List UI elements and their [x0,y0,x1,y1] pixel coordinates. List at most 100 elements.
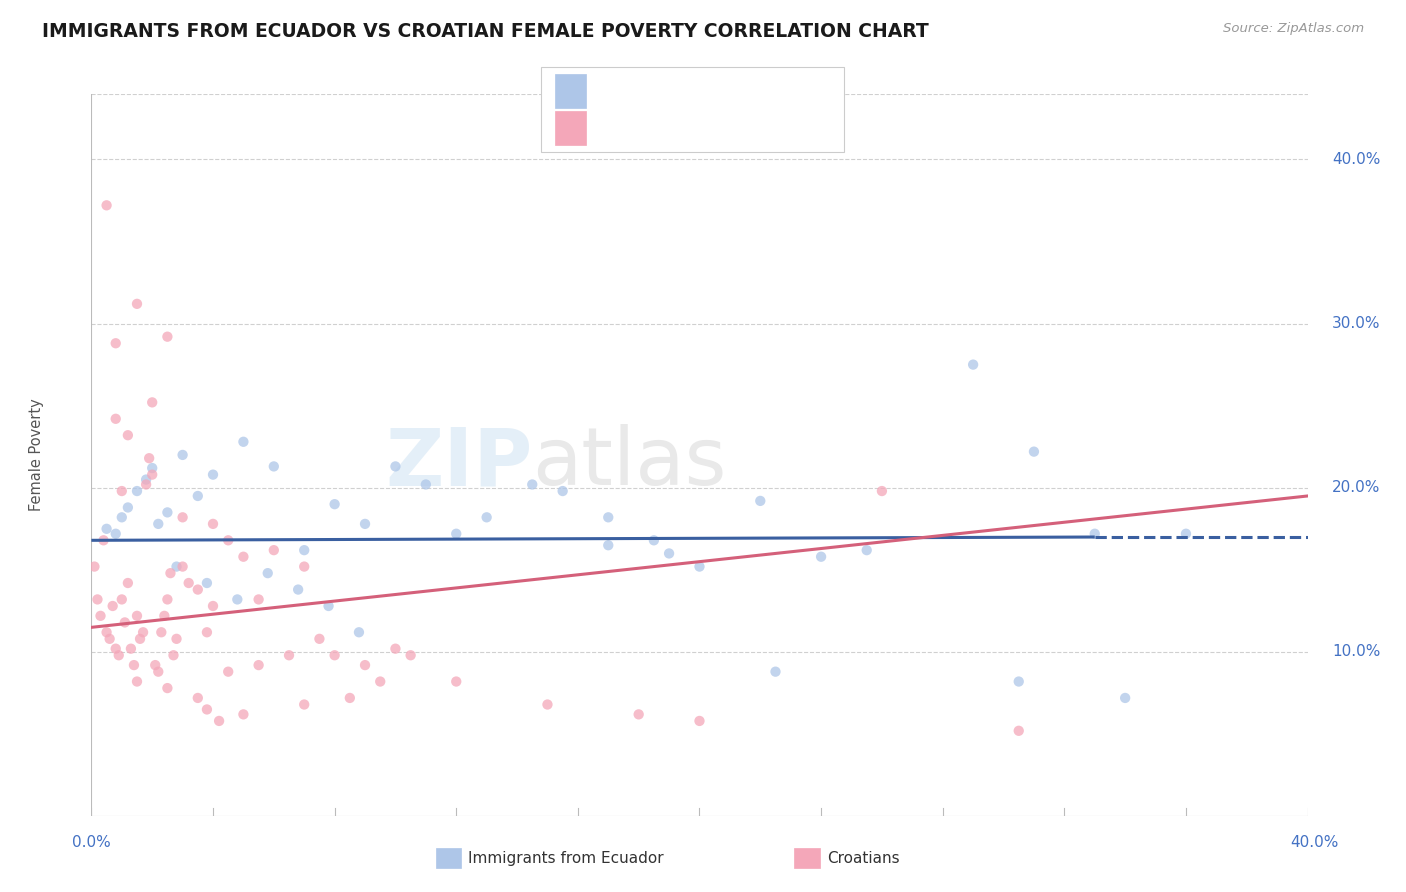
Text: Female Poverty: Female Poverty [30,399,44,511]
Point [93,533,115,548]
Point [125,483,148,498]
Point [172,559,194,574]
Point [195,576,218,591]
Point [688,559,710,574]
Point [104,526,127,541]
Point [247,658,270,673]
Text: 0.218: 0.218 [641,119,693,136]
Point [292,559,315,574]
Point [101,599,124,613]
Point [226,592,249,607]
Point [120,641,142,656]
Point [143,658,166,673]
Text: 0.0%: 0.0% [72,836,111,850]
Point [643,533,665,548]
Point [323,497,346,511]
Point [278,648,301,663]
Point [159,566,181,581]
Point [627,707,650,722]
Point [318,599,340,613]
Point [688,714,710,728]
Point [287,582,309,597]
Point [195,625,218,640]
Point [536,698,558,712]
Point [1084,526,1107,541]
Point [202,467,225,482]
Point [347,625,370,640]
Point [86,592,108,607]
Point [104,336,127,351]
Text: 0.005: 0.005 [641,82,693,100]
Text: N =: N = [697,119,745,136]
Text: Croatians: Croatians [827,851,900,865]
Point [166,559,188,574]
Text: 45: 45 [745,82,768,100]
Point [187,582,209,597]
Point [148,665,170,679]
Point [117,428,139,442]
Point [111,592,134,607]
Point [384,459,406,474]
Point [217,533,239,548]
Point [1175,526,1198,541]
Point [415,477,437,491]
Point [202,516,225,531]
Point [1022,444,1045,458]
Point [135,473,157,487]
Point [138,451,160,466]
Text: R =: R = [595,119,631,136]
Point [339,690,361,705]
Point [598,538,620,552]
Point [104,412,127,426]
Point [444,674,467,689]
Text: IMMIGRANTS FROM ECUADOR VS CROATIAN FEMALE POVERTY CORRELATION CHART: IMMIGRANTS FROM ECUADOR VS CROATIAN FEMA… [42,22,929,41]
Point [148,516,170,531]
Point [256,566,278,581]
Point [195,702,218,716]
Point [125,297,148,311]
Point [96,625,118,640]
Point [141,395,163,409]
Point [1008,674,1031,689]
Point [96,522,118,536]
Text: R =: R = [595,82,631,100]
Point [308,632,330,646]
Text: 20.0%: 20.0% [1331,480,1381,495]
Point [122,658,145,673]
Point [117,576,139,591]
Point [749,494,772,508]
Point [177,576,200,591]
Point [89,608,111,623]
Point [598,510,620,524]
Point [98,632,121,646]
Point [172,448,194,462]
Text: 40.0%: 40.0% [1291,836,1339,850]
Point [1008,723,1031,738]
Point [217,665,239,679]
Point [475,510,498,524]
Point [135,477,157,491]
Text: 10.0%: 10.0% [1331,645,1381,659]
Point [141,461,163,475]
Point [292,698,315,712]
Text: 40.0%: 40.0% [1331,152,1381,167]
Point [104,641,127,656]
Point [765,665,787,679]
Point [132,625,155,640]
Text: Source: ZipAtlas.com: Source: ZipAtlas.com [1223,22,1364,36]
Point [162,648,184,663]
Point [1114,690,1136,705]
Point [153,608,176,623]
Point [187,489,209,503]
Point [141,467,163,482]
Point [263,543,285,558]
Text: Immigrants from Ecuador: Immigrants from Ecuador [468,851,664,865]
Point [444,526,467,541]
Point [111,510,134,524]
Text: N =: N = [697,82,745,100]
Point [125,674,148,689]
Point [962,358,984,372]
Point [232,434,254,449]
Point [551,483,574,498]
Text: 70: 70 [745,119,768,136]
